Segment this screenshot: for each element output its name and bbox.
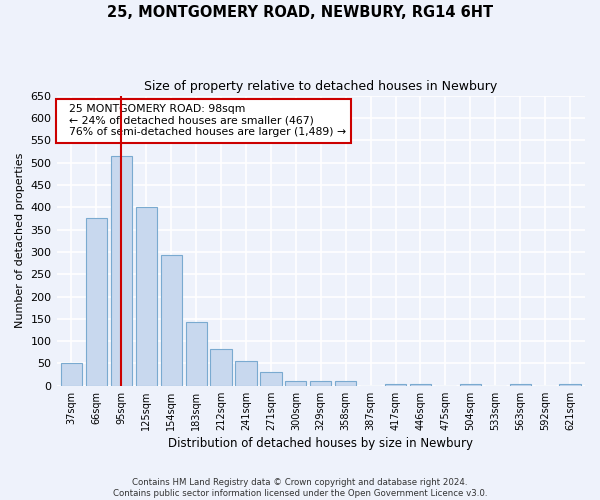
Bar [185,322,207,386]
Bar [111,156,132,386]
Bar [235,362,257,386]
Bar [86,218,107,386]
Bar [211,349,232,386]
Bar [61,364,82,386]
X-axis label: Distribution of detached houses by size in Newbury: Distribution of detached houses by size … [168,437,473,450]
Title: Size of property relative to detached houses in Newbury: Size of property relative to detached ho… [144,80,497,93]
Bar [285,381,307,386]
Bar [335,381,356,386]
Bar [559,384,581,386]
Y-axis label: Number of detached properties: Number of detached properties [15,153,25,328]
Bar [460,384,481,386]
Bar [310,381,331,386]
Text: 25, MONTGOMERY ROAD, NEWBURY, RG14 6HT: 25, MONTGOMERY ROAD, NEWBURY, RG14 6HT [107,5,493,20]
Bar [136,207,157,386]
Bar [260,372,281,386]
Text: 25 MONTGOMERY ROAD: 98sqm
  ← 24% of detached houses are smaller (467)
  76% of : 25 MONTGOMERY ROAD: 98sqm ← 24% of detac… [62,104,346,138]
Bar [410,384,431,386]
Bar [161,256,182,386]
Bar [509,384,531,386]
Text: Contains HM Land Registry data © Crown copyright and database right 2024.
Contai: Contains HM Land Registry data © Crown c… [113,478,487,498]
Bar [385,384,406,386]
